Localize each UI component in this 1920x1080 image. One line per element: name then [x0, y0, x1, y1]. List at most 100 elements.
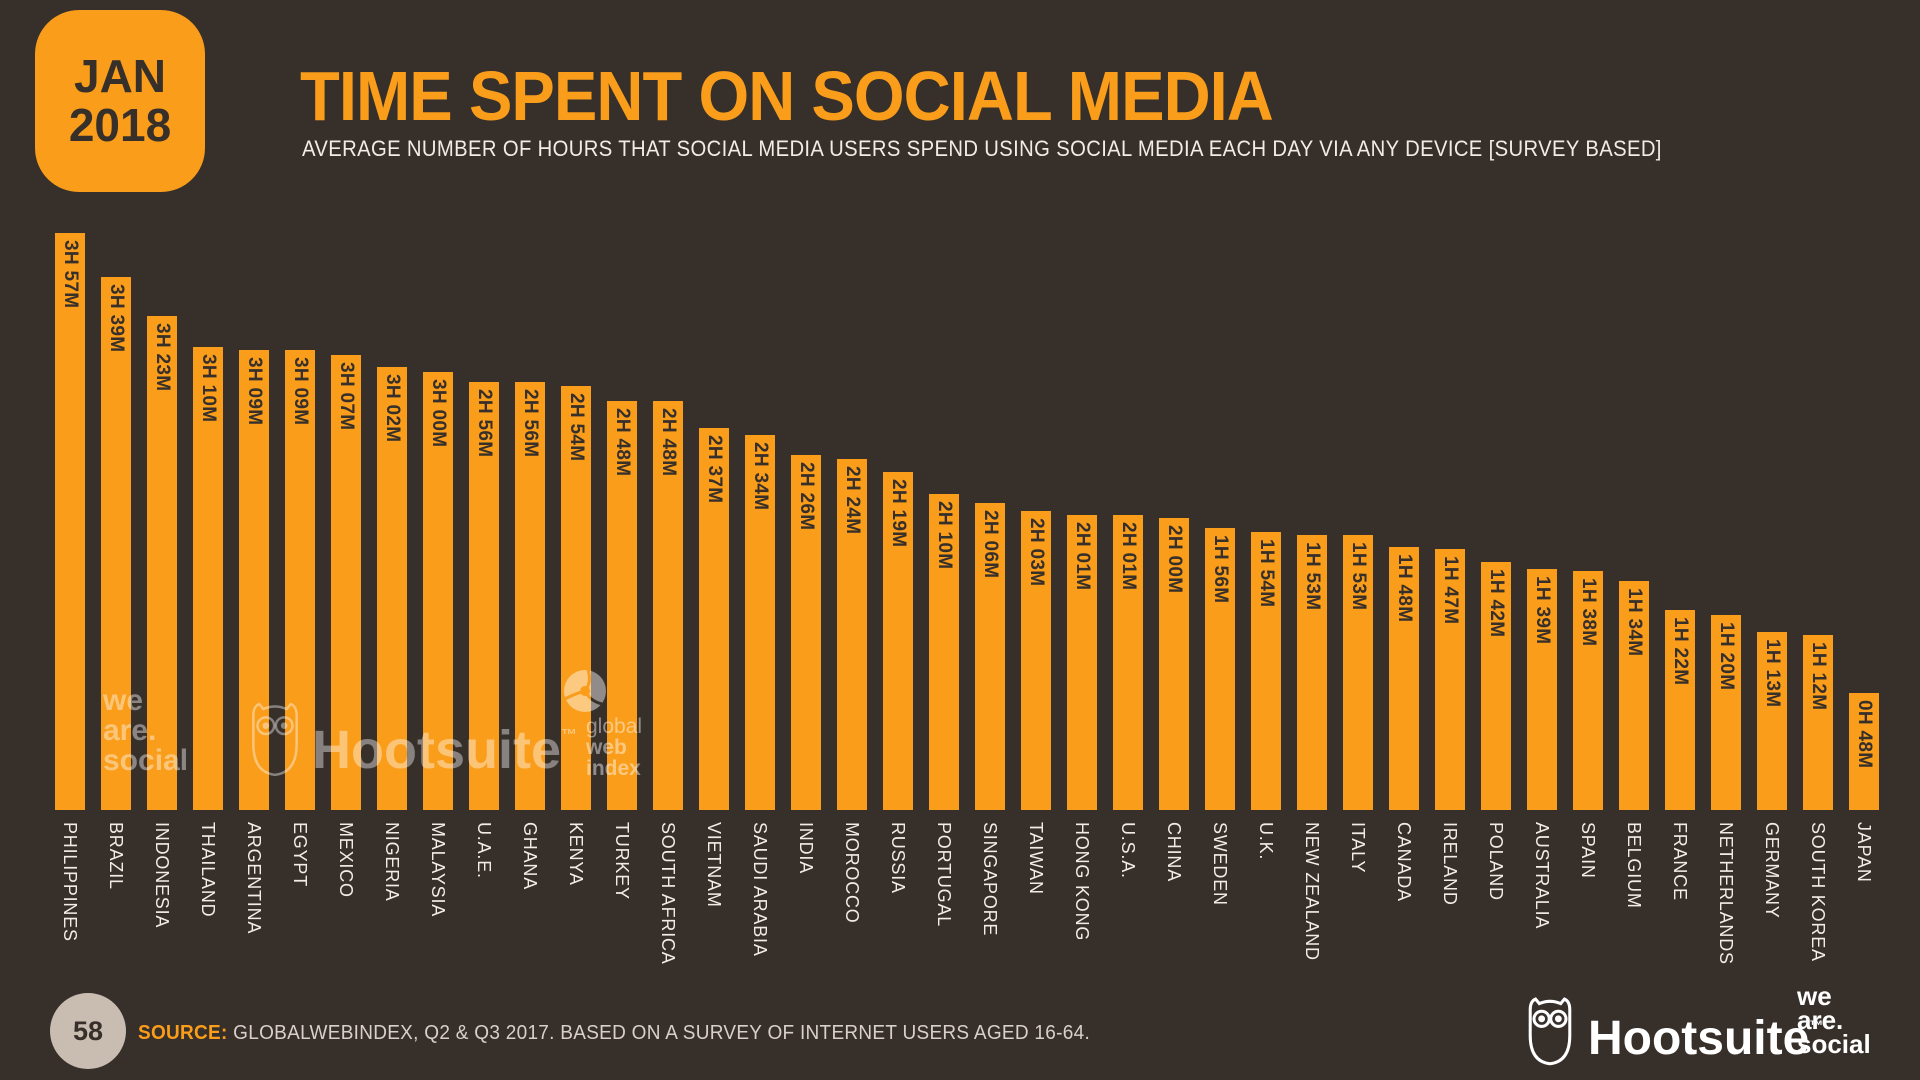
bar-value-label: 3H 09M	[244, 357, 265, 426]
bar: 1H 47M	[1435, 549, 1465, 810]
wearesocial-watermark-line: we	[103, 684, 144, 717]
country-label: ARGENTINA	[244, 822, 264, 935]
country-label: TURKEY	[612, 822, 632, 900]
bar-value-label: 3H 23M	[152, 323, 173, 392]
country-label: THAILAND	[198, 822, 218, 918]
wearesocial-logo-line: social	[1797, 1029, 1871, 1059]
bar: 1H 48M	[1389, 547, 1419, 810]
country-label: GERMANY	[1762, 822, 1782, 919]
bar-value-label: 3H 07M	[336, 362, 357, 431]
wearesocial-logo-line: are.	[1797, 1005, 1844, 1035]
bar-value-label: 1H 53M	[1302, 542, 1323, 611]
bar-value-label: 2H 01M	[1072, 522, 1093, 591]
source-label: SOURCE:	[138, 1022, 228, 1044]
page-number: 58	[72, 1015, 104, 1046]
hootsuite-logo: Hootsuite™	[1588, 1000, 1823, 1064]
bar: 2H 56M	[515, 382, 545, 810]
country-label: INDONESIA	[152, 822, 172, 929]
bar: 3H 09M	[239, 350, 269, 810]
country-label: NIGERIA	[382, 822, 402, 902]
country-label: U.A.E.	[474, 822, 494, 879]
country-label: MALAYSIA	[428, 822, 448, 918]
hootsuite-watermark: Hootsuite™	[312, 708, 577, 778]
hootsuite-owl-icon	[1527, 996, 1573, 1066]
bar-value-label: 0H 48M	[1854, 700, 1875, 769]
country-label: PORTUGAL	[934, 822, 954, 928]
bar-value-label: 1H 47M	[1440, 556, 1461, 625]
country-label: SAUDI ARABIA	[750, 822, 770, 957]
bar: 3H 39M	[101, 277, 131, 810]
country-label: SWEDEN	[1210, 822, 1230, 906]
globalwebindex-line: global	[586, 715, 643, 738]
bar-value-label: 1H 48M	[1394, 554, 1415, 623]
bar: 2H 03M	[1021, 511, 1051, 810]
bar: 3H 02M	[377, 367, 407, 810]
country-label: AUSTRALIA	[1532, 822, 1552, 930]
country-label: GHANA	[520, 822, 540, 891]
country-label: SOUTH KOREA	[1808, 822, 1828, 962]
bar-value-label: 2H 00M	[1164, 525, 1185, 594]
bar: 1H 54M	[1251, 532, 1281, 810]
bar-value-label: 2H 03M	[1026, 518, 1047, 587]
bar: 2H 01M	[1113, 515, 1143, 810]
bar: 2H 34M	[745, 435, 775, 810]
bar-value-label: 1H 56M	[1210, 535, 1231, 604]
hootsuite-owl-icon	[250, 700, 300, 778]
bar: 2H 00M	[1159, 518, 1189, 810]
bar: 1H 56M	[1205, 528, 1235, 810]
bar-value-label: 1H 54M	[1256, 539, 1277, 608]
globalwebindex-watermark-text: global web index	[586, 716, 642, 779]
country-label: TAIWAN	[1026, 822, 1046, 895]
country-label: KENYA	[566, 822, 586, 886]
bar: 3H 10M	[193, 347, 223, 810]
bar: 2H 48M	[607, 401, 637, 810]
country-label: RUSSIA	[888, 822, 908, 894]
country-label: BELGIUM	[1624, 822, 1644, 909]
country-label: U.S.A.	[1118, 822, 1138, 879]
bar-value-label: 2H 06M	[980, 510, 1001, 579]
trademark-symbol: ™	[1809, 1017, 1824, 1033]
bar-value-label: 2H 48M	[658, 408, 679, 477]
page-number-badge: 58	[50, 993, 126, 1069]
hootsuite-logo-text: Hootsuite	[1588, 1012, 1810, 1065]
bar-value-label: 1H 22M	[1670, 617, 1691, 686]
bar-value-label: 2H 56M	[520, 389, 541, 458]
wearesocial-watermark: we are. social	[103, 686, 188, 776]
bar-value-label: 3H 09M	[290, 357, 311, 426]
bar-value-label: 2H 54M	[566, 393, 587, 462]
country-label: SPAIN	[1578, 822, 1598, 879]
country-label: CHINA	[1164, 822, 1184, 883]
bar: 1H 53M	[1297, 535, 1327, 810]
globalwebindex-line: web	[586, 736, 627, 759]
bar: 3H 09M	[285, 350, 315, 810]
country-label: FRANCE	[1670, 822, 1690, 901]
country-label: PHILIPPINES	[60, 822, 80, 942]
bar-value-label: 2H 01M	[1118, 522, 1139, 591]
country-label: VIETNAM	[704, 822, 724, 908]
country-label: HONG KONG	[1072, 822, 1092, 942]
bar: 1H 22M	[1665, 610, 1695, 810]
bar-value-label: 2H 26M	[796, 462, 817, 531]
bar-value-label: 2H 24M	[842, 466, 863, 535]
bar: 2H 06M	[975, 503, 1005, 810]
bar: 2H 54M	[561, 386, 591, 810]
country-label: EGYPT	[290, 822, 310, 888]
bar: 3H 00M	[423, 372, 453, 810]
bar: 1H 38M	[1573, 571, 1603, 810]
bar-value-label: 2H 19M	[888, 479, 909, 548]
bar-value-label: 2H 48M	[612, 408, 633, 477]
page-subtitle: AVERAGE NUMBER OF HOURS THAT SOCIAL MEDI…	[302, 136, 1662, 161]
bar-value-label: 1H 53M	[1348, 542, 1369, 611]
bar: 0H 48M	[1849, 693, 1879, 810]
badge-month: JAN	[73, 50, 167, 103]
wearesocial-watermark-line: are.	[103, 714, 157, 747]
wearesocial-watermark-line: social	[103, 744, 189, 777]
bar-value-label: 1H 12M	[1808, 642, 1829, 711]
bar-value-label: 1H 42M	[1486, 569, 1507, 638]
country-label: ITALY	[1348, 822, 1368, 874]
country-label: NEW ZEALAND	[1302, 822, 1322, 961]
bar: 1H 12M	[1803, 635, 1833, 810]
country-label: BRAZIL	[106, 822, 126, 890]
